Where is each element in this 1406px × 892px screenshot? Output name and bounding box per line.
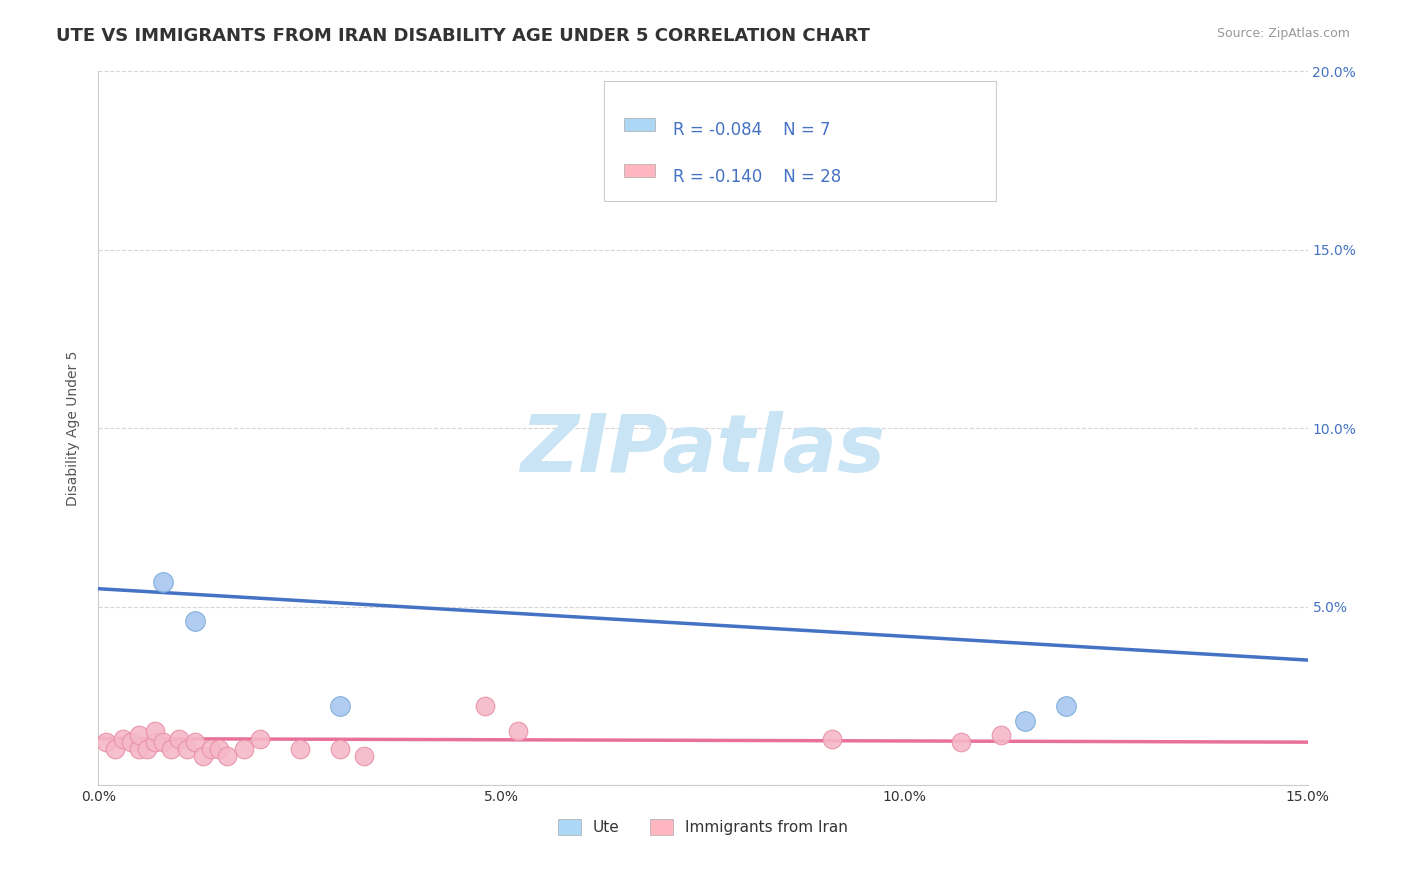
Point (143, 724, 166, 739)
Point (329, 699, 352, 714)
Point (111, 731, 134, 746)
Point (128, 742, 150, 756)
Point (506, 724, 529, 739)
Point (353, 749, 375, 764)
Point (949, 735, 972, 749)
Point (612, 153, 634, 168)
Point (167, 731, 190, 746)
Y-axis label: Disability Age Under 5: Disability Age Under 5 (66, 351, 80, 506)
Point (128, 728, 150, 742)
Point (143, 735, 166, 749)
Text: R = -0.084    N = 7: R = -0.084 N = 7 (673, 121, 831, 139)
Text: ZIPatlas: ZIPatlas (520, 410, 886, 489)
Point (217, 749, 239, 764)
Point (96, 735, 118, 749)
Point (1014, 714, 1036, 728)
Point (152, 735, 174, 749)
Point (249, 731, 271, 746)
Bar (624, 118, 655, 130)
Point (152, 574, 174, 589)
Point (990, 728, 1012, 742)
Point (135, 742, 157, 756)
Point (329, 742, 352, 756)
Bar (624, 164, 655, 177)
Point (232, 742, 254, 756)
FancyBboxPatch shape (603, 80, 995, 202)
Point (103, 742, 125, 756)
Point (474, 699, 496, 714)
Text: R = -0.140    N = 28: R = -0.140 N = 28 (673, 168, 842, 186)
Legend: Ute, Immigrants from Iran: Ute, Immigrants from Iran (551, 814, 855, 841)
Point (184, 614, 207, 628)
Point (184, 735, 207, 749)
Point (120, 735, 142, 749)
Text: UTE VS IMMIGRANTS FROM IRAN DISABILITY AGE UNDER 5 CORRELATION CHART: UTE VS IMMIGRANTS FROM IRAN DISABILITY A… (56, 27, 870, 45)
Point (160, 742, 183, 756)
Point (288, 742, 311, 756)
Point (821, 731, 844, 746)
Text: Source: ZipAtlas.com: Source: ZipAtlas.com (1216, 27, 1350, 40)
Point (208, 742, 231, 756)
Point (176, 742, 198, 756)
Point (193, 749, 215, 764)
Point (1054, 699, 1077, 714)
Point (200, 742, 222, 756)
